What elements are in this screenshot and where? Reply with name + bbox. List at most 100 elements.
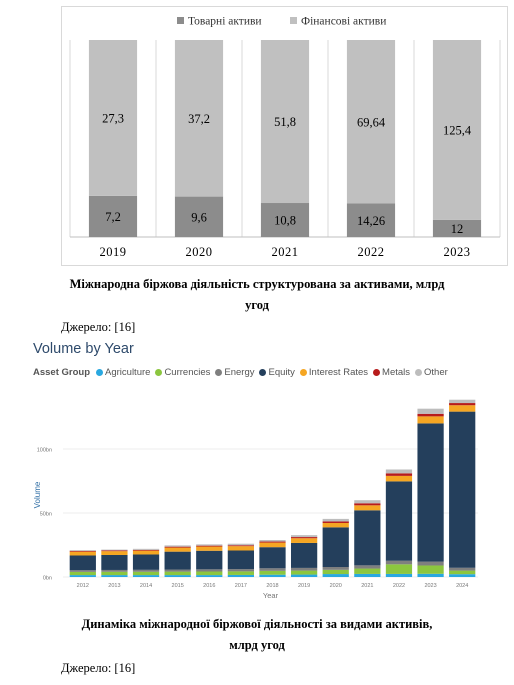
chart1-data-label: 27,3 (102, 111, 124, 125)
chart1-bar-segment (346, 40, 396, 204)
chart2-x-axis-title: Year (263, 591, 279, 600)
chart2-legend-label: Interest Rates (308, 367, 369, 378)
chart2-bar-segment (227, 543, 255, 546)
chart2-x-tick-label: 2023 (424, 583, 436, 589)
chart2-legend-item: Energy (215, 367, 254, 378)
chart2-bar-segment (69, 550, 96, 552)
chart1-data-label: 37,2 (188, 112, 210, 126)
chart1-x-tick-label: 2019 (100, 245, 127, 259)
chart1-bar-segment (432, 219, 482, 237)
chart2-bar-segment (354, 503, 381, 506)
chart2-bar-segment (417, 416, 444, 424)
chart2-bar-segment (164, 546, 191, 548)
chart2-bar-segment (132, 569, 160, 572)
figure2-caption-line1: Динаміка міжнародної біржової діяльності… (81, 617, 433, 631)
chart2-x-tick-label: 2014 (140, 583, 152, 589)
chart2-bar-segment (259, 574, 286, 577)
chart2-bar-segment (101, 569, 128, 572)
chart1-x-tick-label: 2023 (444, 245, 471, 259)
chart2-bar-segment (322, 518, 349, 522)
chart1-data-label: 51,8 (274, 115, 296, 129)
chart2-x-tick-label: 2017 (235, 583, 247, 589)
chart2-bar-segment (354, 505, 381, 511)
chart2-bar-segment (69, 570, 96, 572)
chart2-bar-segment (449, 574, 476, 577)
chart2-bar-segment (417, 408, 444, 414)
chart2-bar-segment (385, 473, 413, 476)
chart1-bar-segment (174, 40, 224, 197)
chart2-legend-swatch (415, 369, 423, 376)
chart2-bar-segment (132, 548, 160, 550)
chart2-bar-segment (259, 542, 286, 548)
chart2-bar-segment (290, 567, 318, 571)
chart2-legend-label: Equity (268, 367, 295, 378)
chart1-data-label: 69,64 (357, 115, 386, 129)
chart2-bar-segment (385, 564, 413, 574)
chart2-legend-swatch (299, 369, 307, 376)
chart2-bar-segment (322, 522, 349, 528)
chart2-legend-item: Other (415, 367, 448, 378)
chart1-bar-segment (432, 40, 482, 220)
chart2-bar-segment (322, 527, 349, 568)
chart2-bar-segment (101, 571, 128, 576)
chart2-bar-segment (417, 561, 444, 566)
chart2-legend-swatch (155, 369, 163, 376)
chart2-bar-segment (196, 546, 223, 551)
chart2-bar-segment (69, 551, 96, 556)
chart2-bar-segment (196, 569, 223, 572)
chart2-legend-swatch (259, 369, 267, 376)
chart2-bar-segment (449, 405, 476, 412)
chart2-bar-segment (196, 575, 223, 577)
chart2-bar-segment (101, 550, 128, 552)
figure1-caption-line2: угод (245, 298, 269, 312)
chart1-legend-swatch (290, 17, 297, 24)
chart2-legend-item: Agriculture (96, 367, 150, 378)
chart1-bar-segment (260, 203, 310, 237)
chart2-legend-title: Asset Group (33, 367, 91, 378)
chart2-bars (69, 399, 476, 577)
chart2-bar-segment (354, 565, 381, 569)
chart1-x-tick-label: 2022 (358, 245, 385, 259)
chart1-bar-segment (346, 203, 396, 237)
chart2-legend-item: Currencies (155, 367, 210, 378)
chart2-legend-label: Other (424, 367, 448, 378)
chart2-legend-item: Interest Rates (299, 367, 369, 378)
chart2-bar-segment (290, 542, 318, 568)
chart2-x-tick-label: 2012 (77, 583, 89, 589)
chart2-bar-segment (196, 544, 223, 546)
chart2-bar-segment (196, 550, 223, 570)
chart2-bar-segment (385, 481, 413, 561)
chart2-bar-segment (259, 570, 286, 575)
figure2-caption-line2: млрд угод (229, 638, 285, 652)
chart2-bar-segment (69, 571, 96, 576)
chart2-bar-segment (385, 560, 413, 565)
chart2-bar-segment (259, 568, 286, 571)
chart2-bar-segment (449, 570, 476, 575)
chart2-bar-segment (322, 567, 349, 570)
chart1-plot: Товарні активи Фінансові активи 7,2 27,3 9,… (69, 16, 501, 259)
chart2-bar-segment (417, 573, 444, 577)
chart1-x-tick-label: 2020 (186, 245, 213, 259)
chart2-bar-segment (385, 573, 413, 577)
chart2-bar-segment (227, 569, 255, 572)
chart2-bar-segment (132, 549, 160, 551)
chart2-legend-swatch (373, 369, 381, 376)
chart2-bar-segment (449, 567, 476, 571)
chart2-bar-segment (196, 545, 223, 547)
chart2-bar-segment (101, 549, 128, 551)
chart2-x-tick-label: 2021 (361, 583, 373, 589)
chart2-x-tick-label: 2022 (393, 583, 405, 589)
chart2-bar-segment (449, 399, 476, 404)
chart1-bar-segment (174, 196, 224, 237)
chart2-bar-segment (227, 546, 255, 551)
chart2-bar-segment (69, 555, 96, 571)
chart2-x-tick-label: 2016 (203, 583, 215, 589)
chart2-plot: 0bn 50bn 100bn 2012 2013 2014 2015 2016 2017 2018… (33, 399, 478, 600)
chart2-x-tick-label: 2019 (298, 583, 310, 589)
chart2-legend-item: Metals (373, 367, 410, 378)
chart2-bar-segment (322, 521, 349, 523)
chart2-bar-segment (101, 575, 128, 577)
chart2-x-tick-label: 2020 (330, 583, 342, 589)
chart2-title: Volume by Year (33, 341, 134, 357)
chart2-y-tick-label: 0bn (43, 576, 52, 582)
